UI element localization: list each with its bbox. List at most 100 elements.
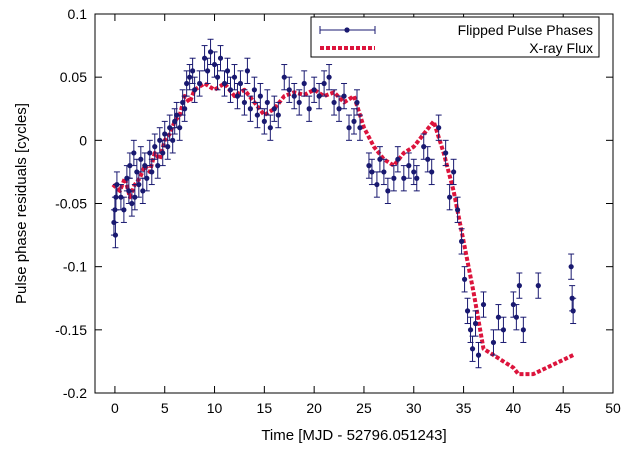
data-point <box>454 196 461 223</box>
phase-marker <box>377 156 383 162</box>
data-point <box>244 57 251 84</box>
data-point <box>281 64 288 91</box>
phase-marker <box>180 99 186 106</box>
x-tick-label: 20 <box>306 400 322 416</box>
phase-marker <box>131 150 137 156</box>
phase-marker <box>443 150 449 156</box>
y-tick-label: 0.1 <box>68 6 88 22</box>
data-point <box>286 76 293 103</box>
data-point <box>321 70 328 97</box>
data-point <box>316 82 323 110</box>
phase-marker <box>152 144 158 150</box>
data-point <box>126 152 133 179</box>
phase-marker <box>160 150 166 156</box>
data-point <box>214 64 221 91</box>
phase-marker <box>568 264 574 270</box>
phase-marker <box>271 106 277 112</box>
data-point <box>247 95 254 122</box>
y-tick-label: -0.15 <box>55 322 87 338</box>
phase-marker <box>341 93 347 99</box>
phase-marker <box>495 314 502 320</box>
phase-marker <box>306 106 312 112</box>
data-point <box>254 101 261 129</box>
data-point <box>224 57 231 84</box>
phase-marker <box>267 125 273 131</box>
phase-marker <box>149 169 155 175</box>
data-point <box>368 158 375 186</box>
data-point <box>376 146 383 173</box>
phase-marker <box>467 327 474 333</box>
data-point <box>461 266 468 293</box>
phase-marker <box>112 232 119 238</box>
phase-marker <box>224 68 231 74</box>
data-point <box>196 70 203 97</box>
phase-marker <box>421 144 427 150</box>
phase-marker <box>472 320 479 327</box>
phase-marker <box>190 68 196 74</box>
data-point <box>458 228 465 255</box>
phase-marker <box>227 87 234 93</box>
phase-marker <box>192 87 198 93</box>
data-point <box>516 272 523 299</box>
phase-marker <box>461 276 468 282</box>
phase-marker <box>207 49 214 55</box>
data-point <box>257 82 264 110</box>
phase-marker <box>490 339 497 346</box>
phase-marker <box>357 125 363 131</box>
phase-marker <box>204 68 211 74</box>
phase-marker <box>291 93 297 99</box>
data-point <box>413 165 420 192</box>
data-point <box>410 158 417 186</box>
phase-marker <box>406 163 412 169</box>
data-point <box>186 64 193 91</box>
phase-marker <box>321 80 327 87</box>
y-tick-label: -0.1 <box>63 259 87 275</box>
phase-marker <box>296 99 302 106</box>
phase-marker <box>286 87 292 93</box>
data-point <box>204 57 211 84</box>
phase-marker <box>469 346 476 352</box>
y-tick-label: 0.05 <box>60 69 87 85</box>
data-point <box>191 76 198 103</box>
data-point <box>217 45 224 72</box>
data-point <box>356 114 363 141</box>
phase-marker <box>140 188 146 194</box>
data-point <box>520 316 527 343</box>
phase-marker <box>316 93 322 99</box>
data-point <box>500 316 507 343</box>
data-point <box>450 158 457 186</box>
data-point <box>128 190 135 217</box>
phase-marker <box>261 118 267 124</box>
data-point <box>331 89 338 116</box>
phase-marker <box>464 308 471 314</box>
phase-marker <box>385 188 391 194</box>
data-point <box>346 114 353 141</box>
phase-marker <box>237 80 244 87</box>
phase-marker <box>214 74 221 80</box>
phase-marker <box>401 175 407 181</box>
phase-marker <box>336 106 342 112</box>
data-point <box>384 177 391 204</box>
phase-marker <box>196 80 203 87</box>
phase-marker <box>136 181 142 188</box>
data-point <box>351 108 357 135</box>
data-point <box>472 310 479 337</box>
phase-marker <box>520 327 526 333</box>
data-point <box>113 171 120 198</box>
data-point <box>296 89 303 116</box>
data-point <box>373 171 380 198</box>
phase-marker <box>114 181 120 188</box>
phase-marker <box>147 150 153 156</box>
data-point <box>271 95 278 122</box>
phase-marker <box>177 125 183 131</box>
phase-marker <box>395 156 401 162</box>
phase-marker <box>326 74 332 80</box>
data-point <box>207 38 214 66</box>
data-point <box>435 114 442 141</box>
data-point <box>469 335 476 362</box>
phase-marker <box>429 169 435 175</box>
phase-marker <box>182 106 188 112</box>
x-axis-label: Time [MJD - 52796.051243] <box>261 427 446 444</box>
phase-marker <box>354 99 360 106</box>
